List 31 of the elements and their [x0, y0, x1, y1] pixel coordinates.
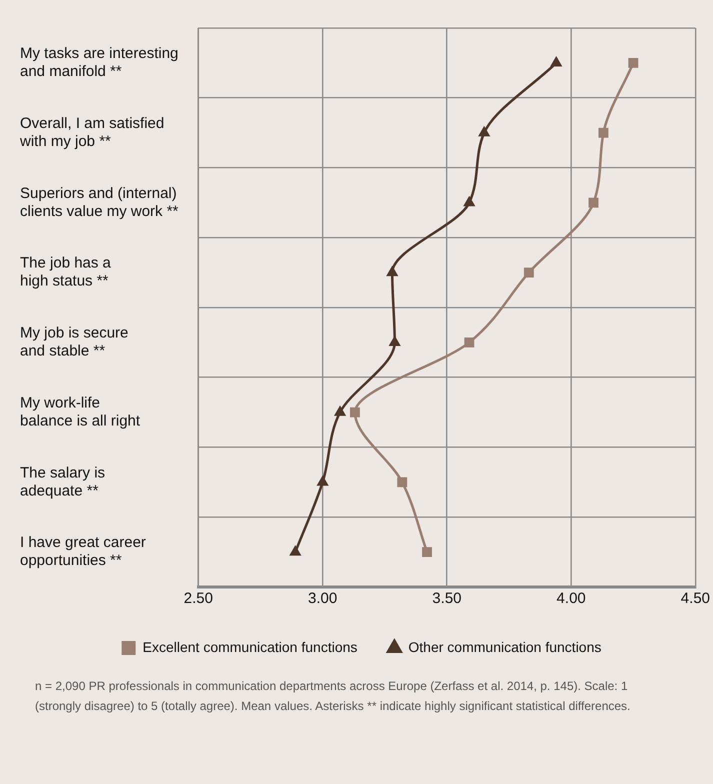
- x-tick-label: 3.00: [308, 590, 338, 608]
- y-tick-label: My job is secure and stable **: [20, 324, 128, 360]
- point: [550, 56, 562, 66]
- legend-label: Other communication functions: [408, 638, 602, 655]
- point: [334, 405, 346, 416]
- x-tick-label: 4.50: [680, 590, 710, 608]
- point: [464, 337, 474, 348]
- point: [350, 407, 360, 418]
- point: [386, 266, 398, 276]
- point: [628, 58, 638, 68]
- y-tick-label: I have great career opportunities **: [20, 534, 146, 570]
- legend-label: Excellent communication functions: [142, 638, 358, 655]
- point: [289, 545, 302, 556]
- y-tick-label: The job has a high status **: [20, 254, 112, 290]
- point: [397, 477, 408, 488]
- y-tick-label: My work-life balance is all right: [20, 394, 141, 430]
- x-tick-label: 3.50: [432, 590, 462, 608]
- point: [316, 475, 329, 486]
- y-tick-label: Superiors and (internal) clients value my work **: [20, 184, 179, 220]
- y-tick-label: The salary is adequate **: [20, 464, 106, 500]
- x-tick-label: 4.00: [556, 590, 586, 608]
- point: [478, 126, 490, 136]
- point: [598, 128, 608, 138]
- x-tick-label: 2.50: [184, 590, 213, 608]
- text: n = 2,090 PR professionals in communication departments across Europe (Zerfass et al. 2014, p. 145). Scale: 1 (strongly disagree) to 5 (totally agree). Mean values. Asterisks ** indicate highly significant statistical differences.: [35, 678, 632, 715]
- point: [422, 547, 432, 558]
- point: [588, 198, 598, 208]
- point: [463, 196, 476, 206]
- point: [524, 268, 534, 278]
- y-tick-label: Overall, I am satisfied with my job **: [19, 114, 164, 150]
- y-tick-label: My tasks are interesting and manifold **: [20, 45, 178, 80]
